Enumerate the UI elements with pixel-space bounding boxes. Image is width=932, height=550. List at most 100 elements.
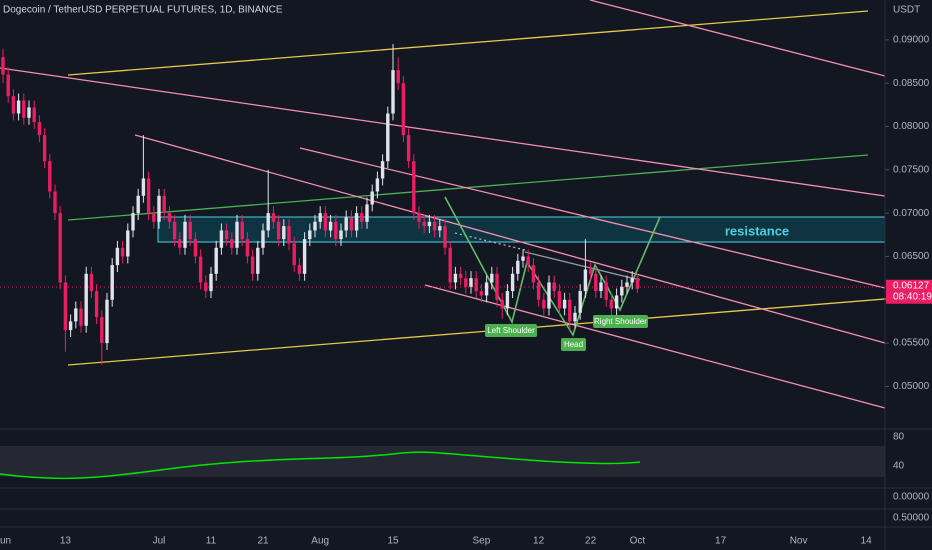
chart-title: Dogecoin / TetherUSD PERPETUAL FUTURES, … <box>3 5 283 16</box>
candle-body <box>453 273 458 283</box>
candle-body <box>183 221 187 248</box>
y-tick-label: 0.09000 <box>893 34 930 45</box>
last-price-tag <box>886 279 932 304</box>
candle-body <box>157 195 161 222</box>
candles <box>1 44 640 365</box>
candle-body <box>531 265 536 283</box>
candle-body <box>230 239 234 248</box>
y-tick-label: 0.07500 <box>893 164 930 175</box>
trend-line <box>134 134 886 344</box>
candle-body <box>334 221 338 240</box>
candle-body <box>256 247 260 274</box>
candle-body <box>308 230 312 240</box>
x-tick-label: 21 <box>257 536 269 547</box>
candle-body <box>552 282 556 292</box>
neckline <box>454 232 526 251</box>
candle-body <box>22 100 26 118</box>
candle-body <box>365 204 369 222</box>
neckline <box>524 251 641 281</box>
countdown: 08:40:19 <box>893 291 932 302</box>
candle-body <box>32 107 36 123</box>
candle-body <box>406 135 411 162</box>
label-box <box>593 315 648 328</box>
candle-body <box>630 278 634 283</box>
candle-body <box>209 273 213 292</box>
candle-body <box>136 195 140 214</box>
candle-body <box>370 191 374 205</box>
candle-body <box>188 221 192 240</box>
candle-body <box>1 57 5 75</box>
candle-body <box>526 256 530 266</box>
x-tick-label: Jun <box>0 536 11 547</box>
candle-body <box>391 70 395 114</box>
candle-body <box>53 191 57 214</box>
candle-body <box>271 213 276 222</box>
candle-body <box>58 213 62 283</box>
candle-body <box>313 221 317 231</box>
x-tick-label: Jul <box>153 536 166 547</box>
candle-body <box>172 221 177 240</box>
candle-body <box>63 282 68 331</box>
candle-body <box>360 213 364 222</box>
candle-body <box>240 221 244 240</box>
candle-body <box>412 161 416 214</box>
annotation: resistance <box>725 223 789 238</box>
annotation: Left Shoulder <box>487 326 535 335</box>
x-tick-label: 15 <box>387 536 399 547</box>
candle-body <box>318 213 322 222</box>
candle-body <box>276 221 281 240</box>
candle-body <box>6 74 10 97</box>
candle-body <box>458 273 463 279</box>
candle-body <box>614 295 619 309</box>
candle-body <box>583 269 588 292</box>
pattern-line <box>444 196 661 337</box>
trend-line <box>67 10 869 76</box>
candle-body <box>396 70 400 84</box>
candle-body <box>250 256 255 274</box>
candle-body <box>474 278 478 292</box>
candle-body <box>282 226 286 240</box>
label-box <box>561 338 586 351</box>
x-tick-label: 12 <box>533 536 545 547</box>
candle-body <box>266 213 270 231</box>
x-tick-label: 17 <box>715 536 727 547</box>
candle-body <box>594 273 598 292</box>
x-tick-label: 22 <box>585 536 597 547</box>
candle-body <box>110 265 114 300</box>
currency-label: USDT <box>893 5 920 16</box>
candle-body <box>536 282 541 300</box>
y-tick-label: 0.08500 <box>893 78 930 89</box>
candle-body <box>42 135 47 162</box>
candle-body <box>261 230 265 248</box>
x-tick-label: Sep <box>473 536 491 547</box>
candle-body <box>89 273 94 292</box>
trend-line <box>299 147 886 289</box>
candle-body <box>84 273 88 326</box>
candle-body <box>193 239 198 257</box>
candle-body <box>167 213 172 222</box>
indicator-tick-label: 0.00000 <box>893 492 930 503</box>
x-tick-label: 14 <box>861 536 873 547</box>
candle-body <box>484 282 489 296</box>
candle-body <box>573 312 577 322</box>
candle-body <box>198 256 203 283</box>
candle-body <box>604 282 608 300</box>
candle-body <box>328 221 333 231</box>
candle-body <box>105 299 109 344</box>
candle-body <box>568 299 572 322</box>
candle-body <box>464 278 468 287</box>
indicator-tick-label: 40 <box>893 461 905 472</box>
candle-body <box>126 230 130 257</box>
candle-body <box>204 282 208 292</box>
indicator-band <box>0 446 885 477</box>
candle-body <box>162 195 166 214</box>
candle-body <box>323 213 328 231</box>
x-tick-label: Oct <box>630 536 646 547</box>
annotation: Head <box>564 340 583 349</box>
x-tick-label: 11 <box>206 536 217 547</box>
candle-body <box>354 213 359 231</box>
x-tick-label: Aug <box>311 536 329 547</box>
indicator-line <box>0 451 641 480</box>
candle-body <box>120 247 125 257</box>
